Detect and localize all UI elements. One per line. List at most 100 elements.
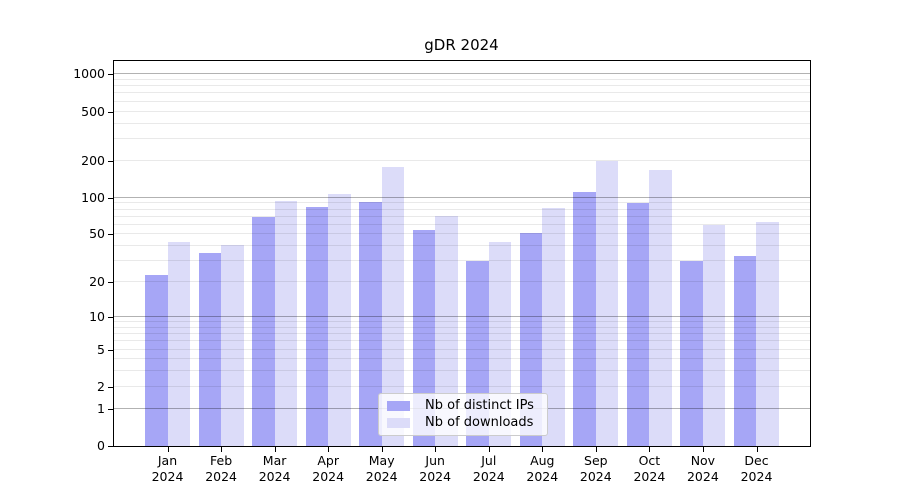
y-tick-1000 xyxy=(108,74,113,76)
y-tick-label-0: 0 xyxy=(97,438,105,453)
legend-label-downloads: Nb of downloads xyxy=(425,414,534,430)
x-tick-label-nov: Nov 2024 xyxy=(686,453,719,484)
minor-gridline-4 xyxy=(114,358,810,360)
y-tick-5 xyxy=(108,349,113,351)
y-tick-label-5: 5 xyxy=(97,341,105,357)
x-tick-jul xyxy=(488,447,490,452)
x-tick-label-sep: Sep 2024 xyxy=(579,453,612,484)
minor-gridline-400 xyxy=(114,122,810,124)
bar-sep-distinct-ips xyxy=(573,192,596,446)
x-tick-label-aug: Aug 2024 xyxy=(526,453,559,484)
minor-gridline-70 xyxy=(114,215,810,217)
legend-item-distinct-ips: Nb of distinct IPs xyxy=(387,398,539,414)
x-tick-label-mar: Mar 2024 xyxy=(258,453,291,484)
bar-mar-distinct-ips xyxy=(252,217,275,446)
bar-jan-distinct-ips xyxy=(145,275,168,446)
y-tick-label-1: 1 xyxy=(97,400,105,416)
minor-gridline-7 xyxy=(114,333,810,335)
minor-gridline-20 xyxy=(114,281,810,283)
bar-oct-downloads xyxy=(649,170,672,446)
minor-gridline-80 xyxy=(114,208,810,210)
minor-gridline-9 xyxy=(114,321,810,323)
minor-gridline-3 xyxy=(114,370,810,372)
bar-aug-distinct-ips xyxy=(519,233,543,446)
x-tick-may xyxy=(381,447,383,452)
y-tick-label-50: 50 xyxy=(89,226,105,242)
bar-feb-distinct-ips xyxy=(198,253,222,446)
bar-apr-downloads xyxy=(328,194,351,446)
y-tick-label-1000: 1000 xyxy=(73,66,105,82)
minor-gridline-2 xyxy=(114,385,810,387)
x-tick-label-dec: Dec 2024 xyxy=(740,453,773,484)
bar-jan-downloads xyxy=(167,242,191,446)
minor-gridline-90 xyxy=(114,202,810,204)
minor-gridline-30 xyxy=(114,260,810,262)
minor-gridline-60 xyxy=(114,223,810,225)
bar-sep-downloads xyxy=(595,160,619,446)
chart-title: gDR 2024 xyxy=(424,36,499,54)
y-tick-label-20: 20 xyxy=(89,274,105,290)
x-tick-apr xyxy=(328,447,330,452)
y-tick-500 xyxy=(108,111,113,113)
x-tick-oct xyxy=(649,447,651,452)
bar-dec-distinct-ips xyxy=(733,256,757,446)
minor-gridline-700 xyxy=(114,92,810,94)
bar-nov-downloads xyxy=(702,224,726,446)
bar-dec-downloads xyxy=(756,222,779,446)
y-tick-label-200: 200 xyxy=(81,152,105,168)
x-tick-feb xyxy=(221,447,223,452)
legend: Nb of distinct IPs Nb of downloads xyxy=(378,393,548,436)
x-tick-label-apr: Apr 2024 xyxy=(312,453,345,484)
x-tick-label-feb: Feb 2024 xyxy=(205,453,237,484)
minor-gridline-500 xyxy=(114,110,810,112)
x-tick-nov xyxy=(702,447,704,452)
x-tick-jun xyxy=(435,447,437,452)
bar-jun-distinct-ips xyxy=(412,230,436,446)
y-tick-1 xyxy=(108,408,113,410)
bar-aug-downloads xyxy=(542,208,565,446)
minor-gridline-50 xyxy=(114,233,810,235)
bar-may-downloads xyxy=(381,166,405,446)
y-tick-20 xyxy=(108,282,113,284)
x-tick-aug xyxy=(542,447,544,452)
bar-jun-downloads xyxy=(435,215,458,446)
minor-gridline-800 xyxy=(114,85,810,87)
bar-oct-distinct-ips xyxy=(626,202,650,446)
major-gridline-1000 xyxy=(114,73,810,75)
x-tick-label-may: May 2024 xyxy=(365,453,398,484)
legend-swatch-distinct-ips xyxy=(387,401,410,412)
x-tick-label-jan: Jan 2024 xyxy=(151,453,184,484)
y-tick-100 xyxy=(108,197,113,199)
y-tick-label-2: 2 xyxy=(97,378,105,394)
y-tick-label-10: 10 xyxy=(89,309,105,324)
minor-gridline-300 xyxy=(114,137,810,139)
y-tick-label-100: 100 xyxy=(81,189,105,205)
minor-gridline-200 xyxy=(114,159,810,161)
x-tick-dec xyxy=(756,447,758,452)
x-tick-label-oct: Oct 2024 xyxy=(633,453,666,484)
x-tick-label-jul: Jul 2024 xyxy=(472,453,505,484)
bar-feb-downloads xyxy=(221,244,244,446)
y-tick-10 xyxy=(108,317,113,318)
major-gridline-10 xyxy=(114,316,810,317)
minor-gridline-40 xyxy=(114,245,810,247)
minor-gridline-900 xyxy=(114,78,810,80)
bar-apr-distinct-ips xyxy=(305,207,329,446)
y-tick-0 xyxy=(108,446,113,447)
x-tick-label-jun: Jun 2024 xyxy=(419,453,452,484)
x-tick-jan xyxy=(167,447,169,452)
y-tick-200 xyxy=(108,160,113,162)
bar-may-distinct-ips xyxy=(359,201,382,446)
legend-item-downloads: Nb of downloads xyxy=(387,415,539,431)
minor-gridline-8 xyxy=(114,326,810,328)
y-tick-50 xyxy=(108,234,113,236)
plot-area xyxy=(113,60,811,447)
minor-gridline-5 xyxy=(114,348,810,350)
minor-gridline-600 xyxy=(114,100,810,102)
bar-nov-distinct-ips xyxy=(680,261,703,446)
y-tick-label-500: 500 xyxy=(81,103,105,119)
legend-swatch-downloads xyxy=(387,417,410,428)
minor-gridline-6 xyxy=(114,340,810,342)
x-tick-sep xyxy=(595,447,597,452)
